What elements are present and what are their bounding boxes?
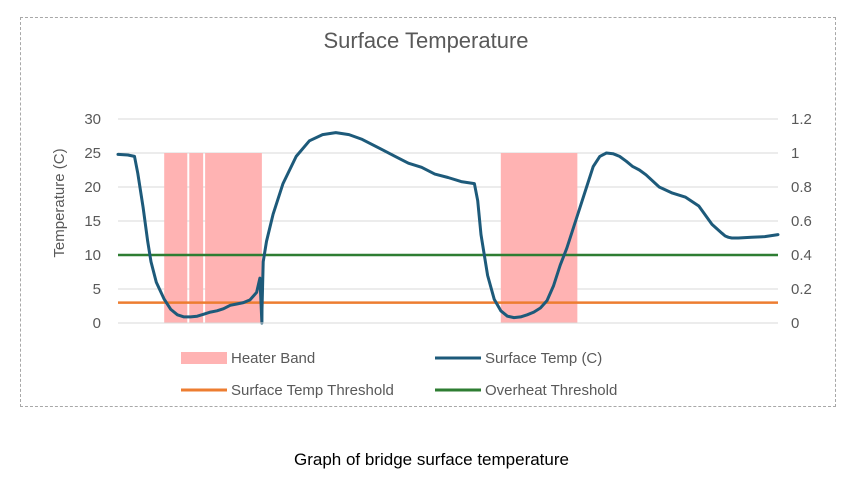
y-tick-label: 25 — [84, 145, 101, 162]
y2-tick-label: 0.4 — [791, 247, 812, 264]
legend-surface-temp: Surface Temp (C) — [435, 350, 602, 367]
chart-title: Surface Temperature — [323, 28, 528, 53]
legend-swatch — [181, 352, 227, 364]
heater-band-bar — [189, 153, 204, 323]
heater-band-bar — [500, 153, 578, 323]
surface-temp-line — [116, 131, 780, 325]
legend-label: Overheat Threshold — [485, 382, 617, 399]
y2-tick-label: 0.6 — [791, 213, 812, 230]
y-tick-label: 0 — [93, 315, 101, 332]
y-tick-label: 15 — [84, 213, 101, 230]
y2-tick-label: 0 — [791, 315, 799, 332]
legend-heater-band: Heater Band — [181, 350, 315, 367]
y2-tick-label: 0.8 — [791, 179, 812, 196]
y2-tick-label: 0.2 — [791, 281, 812, 298]
y-tick-label: 30 — [84, 111, 101, 128]
y-tick-label: 5 — [93, 281, 101, 298]
y-tick-label: 10 — [84, 247, 101, 264]
legend-overheat-threshold: Overheat Threshold — [435, 382, 617, 399]
surface-temperature-chart: Surface Temperature 05101520253000.20.40… — [51, 28, 812, 399]
y-tick-label: 20 — [84, 179, 101, 196]
legend-label: Surface Temp Threshold — [231, 382, 394, 399]
legend-label: Surface Temp (C) — [485, 350, 602, 367]
figure-caption: Graph of bridge surface temperature — [294, 450, 569, 469]
heater-band-series — [164, 153, 578, 323]
chart-frame: Surface Temperature 0 5 10 15 20 25 30 0 0.2 0.4 0… — [20, 17, 836, 407]
heater-band-bar — [164, 153, 188, 323]
y-axis-label: Temperature (C) — [51, 148, 68, 257]
surface-temp-series — [116, 131, 780, 325]
legend-surface-temp-threshold: Surface Temp Threshold — [181, 382, 394, 399]
legend: Heater Band Surface Temp (C) Surface Temp … — [181, 350, 617, 399]
y2-tick-label: 1 — [791, 145, 799, 162]
y2-tick-label: 1.2 — [791, 111, 812, 128]
threshold-lines — [118, 253, 778, 304]
heater-band-bar — [205, 153, 262, 323]
legend-label: Heater Band — [231, 350, 315, 367]
axes: 0 5 10 15 20 25 30 0 0.2 0.4 0.6 0.8 1 1.2 — [84, 111, 812, 332]
